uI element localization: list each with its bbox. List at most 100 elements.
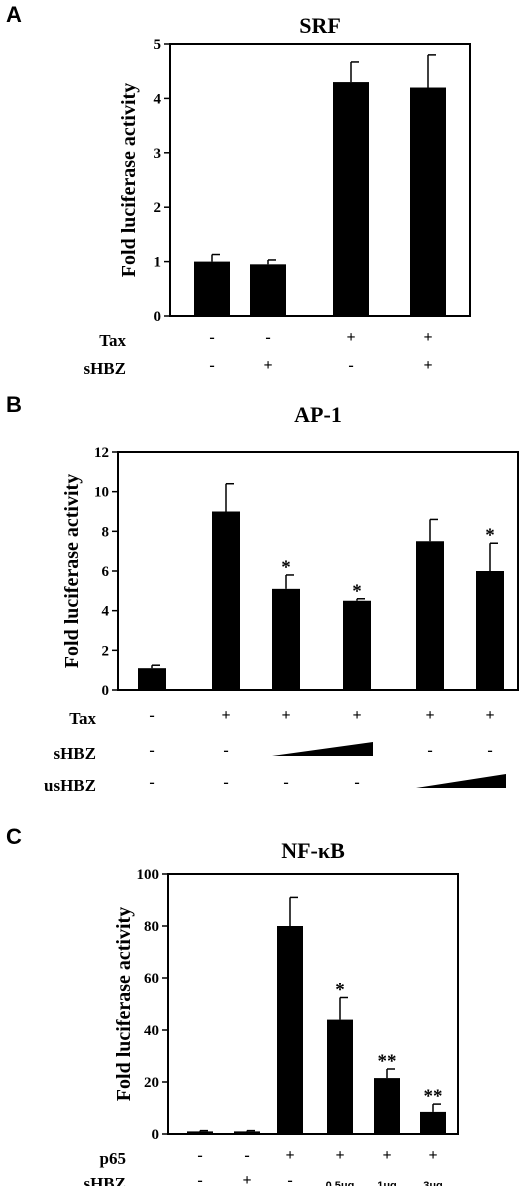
- condition-sign: -: [427, 742, 432, 759]
- condition-sign: +: [425, 707, 434, 724]
- condition-sign: +: [221, 707, 230, 724]
- significance-marker: **: [424, 1086, 443, 1107]
- condition-sign: -: [244, 1147, 249, 1164]
- y-tick-label: 6: [102, 564, 110, 580]
- y-tick-label: 1: [154, 255, 162, 271]
- condition-label: Tax: [69, 709, 96, 728]
- condition-sign: -: [287, 1172, 292, 1186]
- bar: [234, 1131, 260, 1134]
- condition-sign: +: [285, 1147, 294, 1164]
- condition-sign: -: [149, 707, 154, 724]
- bar: [212, 511, 240, 690]
- y-axis-label: Fold luciferase activity: [61, 474, 83, 668]
- condition-sign: +: [263, 357, 272, 374]
- bar: [187, 1131, 213, 1134]
- chart-title: AP-1: [294, 402, 342, 427]
- condition-sign: +: [242, 1172, 251, 1186]
- condition-sign: +: [346, 329, 355, 346]
- dose-ramp: [416, 774, 506, 788]
- condition-sign: +: [352, 707, 361, 724]
- condition-sign: -: [149, 742, 154, 759]
- plot-frame: [169, 43, 471, 317]
- dose-label: 3μg: [423, 1180, 443, 1186]
- chart-title: NF-κB: [281, 838, 345, 863]
- y-tick-label: 20: [144, 1075, 159, 1091]
- y-tick-label: 100: [137, 867, 160, 883]
- bar: [420, 1111, 446, 1134]
- plot-frame: [117, 451, 519, 691]
- condition-sign: -: [209, 357, 214, 374]
- condition-sign: -: [487, 742, 492, 759]
- dose-label: 0.5μg: [326, 1180, 355, 1186]
- condition-sign: -: [223, 774, 228, 791]
- condition-sign: -: [197, 1147, 202, 1164]
- panel-letter: C: [6, 824, 22, 849]
- condition-sign: -: [283, 774, 288, 791]
- panel-letter: A: [6, 2, 22, 27]
- condition-sign: +: [428, 1147, 437, 1164]
- y-tick-label: 80: [144, 919, 159, 935]
- panel-a: A SRF Fold luciferase activity 0 1 2 3 4 5 Tax - - +…: [6, 2, 471, 378]
- y-tick-label: 5: [154, 37, 162, 53]
- bar: [416, 541, 444, 690]
- condition-sign: +: [423, 357, 432, 374]
- significance-marker: *: [485, 525, 495, 546]
- bar: [272, 588, 300, 690]
- significance-marker: *: [281, 557, 291, 578]
- y-tick-label: 4: [154, 91, 162, 107]
- y-tick-label: 12: [94, 445, 109, 461]
- y-tick-label: 2: [102, 643, 110, 659]
- condition-sign: +: [335, 1147, 344, 1164]
- condition-sign: -: [354, 774, 359, 791]
- y-tick-label: 2: [154, 200, 162, 216]
- condition-sign: +: [382, 1147, 391, 1164]
- bar: [410, 87, 446, 317]
- condition-sign: -: [265, 329, 270, 346]
- condition-label: sHBZ: [83, 359, 126, 378]
- condition-sign: +: [281, 707, 290, 724]
- condition-sign: -: [348, 357, 353, 374]
- plot-frame: [167, 873, 459, 1135]
- y-tick-label: 8: [102, 524, 110, 540]
- chart-title: SRF: [299, 13, 341, 38]
- condition-label: sHBZ: [53, 744, 96, 763]
- panel-letter: B: [6, 392, 22, 417]
- dose-ramp: [272, 742, 373, 756]
- bar: [277, 926, 303, 1134]
- y-tick-label: 4: [102, 604, 110, 620]
- y-tick-label: 60: [144, 971, 159, 987]
- y-tick-label: 10: [94, 485, 109, 501]
- bar: [138, 668, 166, 690]
- bar: [476, 571, 504, 690]
- condition-label: Tax: [99, 331, 126, 350]
- dose-label: 1μg: [377, 1180, 397, 1186]
- y-axis-label: Fold luciferase activity: [113, 907, 135, 1101]
- condition-label: usHBZ: [44, 776, 96, 795]
- condition-sign: -: [149, 774, 154, 791]
- bar: [250, 264, 286, 316]
- condition-sign: -: [209, 329, 214, 346]
- significance-marker: *: [335, 980, 345, 1001]
- condition-sign: +: [485, 707, 494, 724]
- significance-marker: **: [378, 1051, 397, 1072]
- y-axis-label: Fold luciferase activity: [118, 83, 140, 277]
- panel-b: B AP-1 Fold luciferase activity 0 2 4 6 8 10 12 * *…: [6, 392, 519, 795]
- significance-marker: *: [352, 581, 362, 602]
- bar: [374, 1078, 400, 1134]
- y-tick-label: 0: [102, 683, 110, 699]
- panel-c: C NF-κB Fold luciferase activity 0 20 40 60 80 1…: [6, 824, 459, 1186]
- bar: [194, 261, 230, 316]
- condition-label: p65: [100, 1149, 126, 1168]
- y-tick-label: 0: [152, 1127, 160, 1143]
- condition-sign: -: [197, 1172, 202, 1186]
- bar: [327, 1019, 353, 1134]
- condition-sign: +: [423, 329, 432, 346]
- condition-label: sHBZ: [83, 1174, 126, 1186]
- y-tick-label: 0: [154, 309, 162, 325]
- bar: [333, 82, 369, 316]
- y-tick-label: 3: [154, 146, 162, 162]
- y-tick-label: 40: [144, 1023, 159, 1039]
- condition-sign: -: [223, 742, 228, 759]
- bar: [343, 600, 371, 690]
